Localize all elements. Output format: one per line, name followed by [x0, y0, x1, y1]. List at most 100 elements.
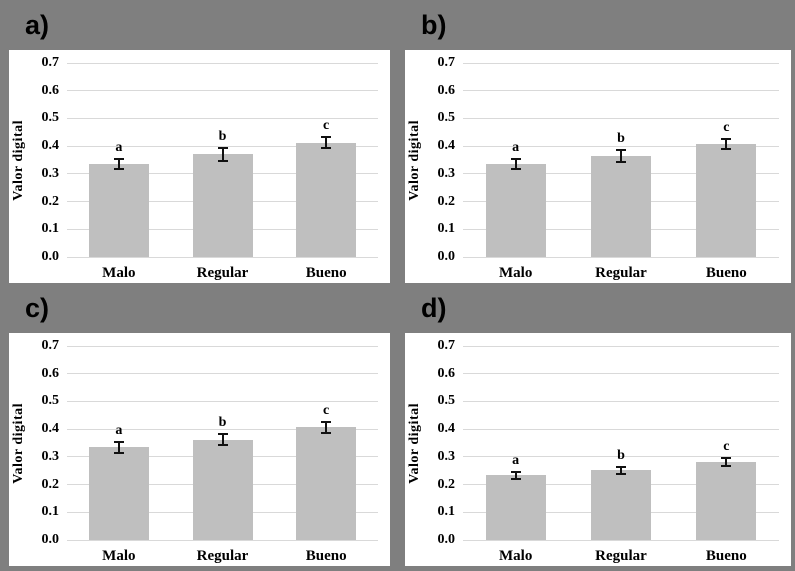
y-tick-label: 0.2: [437, 193, 456, 209]
error-bar-cap-bottom: [616, 472, 626, 475]
y-tick-label: 0.0: [41, 249, 60, 264]
error-bar-cap-bottom: [217, 444, 228, 447]
gridline-0.4: [463, 145, 779, 147]
gridline-0.7: [67, 62, 378, 64]
bar-bueno: [296, 142, 357, 257]
y-axis: 0.0 0.1 0.2 0.3 0.4 0.5 0.6 0.7: [9, 55, 63, 264]
y-tick-label: 0.0: [437, 532, 456, 547]
error-bar-cap-top: [616, 149, 626, 152]
error-bar-cap-bottom: [321, 147, 332, 150]
bottom-label-band-row: c) d): [0, 283, 795, 333]
y-tick-label: 0.1: [437, 221, 456, 237]
y-tick-label: 0.0: [437, 249, 456, 264]
error-bar-line: [514, 159, 517, 170]
error-bar-cap-bottom: [721, 147, 732, 150]
y-tick-label: 0.4: [41, 138, 60, 154]
gridline-0.5: [463, 117, 779, 119]
gridline-0.6: [463, 90, 779, 92]
error-bar-line: [725, 138, 728, 149]
y-tick-label: 0.3: [41, 448, 60, 464]
gridline-0.6: [67, 373, 378, 375]
error-bar-cap-top: [217, 147, 228, 150]
significance-letter-a: a: [115, 139, 123, 155]
significance-letter-a: a: [512, 140, 520, 156]
error-bar-cap-bottom: [321, 431, 332, 434]
y-tick-label: 0.1: [41, 221, 60, 237]
top-label-band-row: a) b): [0, 0, 795, 50]
gridline-0.7: [67, 345, 378, 347]
panel-c-label-band: c): [9, 283, 390, 333]
y-tick-label: 0.3: [437, 448, 456, 464]
bar-malo: [485, 164, 546, 257]
panel-d-label-band: d): [405, 283, 791, 333]
y-tick-label: 0.1: [437, 504, 456, 520]
x-category-label-bueno: Bueno: [305, 265, 347, 281]
error-bar-cap-top: [721, 456, 732, 459]
x-category-label-malo: Malo: [498, 265, 533, 281]
x-category-label-malo: Malo: [498, 548, 533, 564]
error-bar-line: [514, 471, 517, 480]
gridline-0.3: [463, 456, 779, 458]
gridline-0.5: [67, 400, 378, 402]
bottom-chart-row: Valor digital 0.0 0.1 0.2 0.3 0.4 0.5 0.6 0.7 a Ma…: [0, 333, 795, 566]
y-tick-label: 0.6: [437, 365, 456, 381]
panel-d-label: d): [421, 292, 447, 323]
error-bar-cap-bottom: [510, 478, 521, 481]
y-tick-label: 0.1: [41, 504, 60, 520]
y-tick-label: 0.6: [41, 365, 60, 381]
gridline-0.5: [67, 117, 378, 119]
error-bar-line: [620, 150, 622, 162]
y-tick-label: 0.2: [437, 476, 456, 492]
error-bar-cap-top: [721, 137, 732, 140]
error-bar-cap-top: [510, 470, 521, 473]
gridline-0.0: [67, 539, 378, 541]
significance-letter-a: a: [512, 452, 520, 468]
panel-b-label-band: b): [405, 0, 791, 50]
bar-regular: [192, 439, 253, 540]
y-tick-label: 0.5: [437, 393, 456, 409]
y-tick-label: 0.6: [41, 82, 60, 98]
error-bar-cap-top: [217, 433, 228, 436]
bar-bueno: [696, 461, 757, 540]
x-category-label-regular: Regular: [196, 265, 249, 281]
y-tick-label: 0.5: [41, 393, 60, 409]
gridline-0.7: [463, 62, 779, 64]
plot-area: a Malo b Regular c Bueno: [463, 62, 779, 281]
bar-bueno: [296, 427, 357, 540]
bar-regular: [192, 154, 253, 257]
y-tick-label: 0.3: [41, 165, 60, 181]
error-bar-line: [725, 457, 728, 467]
significance-letter-c: c: [723, 119, 730, 135]
plot-area: a Malo b Regular c Bueno: [67, 62, 378, 281]
top-chart-row: Valor digital 0.0 0.1 0.2 0.3 0.4 0.5 0.6 0.7 a Ma…: [0, 50, 795, 283]
bar-malo: [88, 447, 149, 540]
significance-letter-b: b: [617, 131, 625, 147]
error-bar-line: [325, 137, 328, 149]
bar-regular: [591, 470, 651, 540]
error-bar-cap-top: [321, 136, 332, 138]
y-tick-label: 0.4: [437, 421, 456, 437]
gridline-0.4: [67, 428, 378, 430]
chart-panel-d: Valor digital 0.0 0.1 0.2 0.3 0.4 0.5 0.6 0.7 a Ma…: [405, 333, 791, 566]
error-bar-cap-bottom: [113, 167, 124, 170]
y-tick-label: 0.4: [41, 421, 60, 437]
x-category-label-regular: Regular: [595, 548, 647, 564]
x-category-label-bueno: Bueno: [305, 548, 347, 564]
gridline-0.7: [463, 345, 779, 347]
gridline-0.0: [463, 256, 779, 258]
significance-letter-a: a: [115, 422, 123, 438]
bar-regular: [591, 156, 651, 257]
plot-area: a Malo b Regular c Bueno: [67, 345, 378, 564]
x-category-label-malo: Malo: [102, 548, 136, 564]
gridline-0.0: [463, 539, 779, 541]
bar-bueno: [696, 143, 757, 257]
y-tick-label: 0.5: [437, 110, 456, 126]
y-tick-label: 0.7: [437, 338, 456, 353]
bar-malo: [485, 475, 546, 540]
error-bar-cap-bottom: [113, 451, 124, 454]
x-category-label-malo: Malo: [102, 265, 136, 281]
gridline-0.6: [67, 90, 378, 92]
gridline-0.6: [463, 373, 779, 375]
y-tick-label: 0.5: [41, 110, 60, 126]
